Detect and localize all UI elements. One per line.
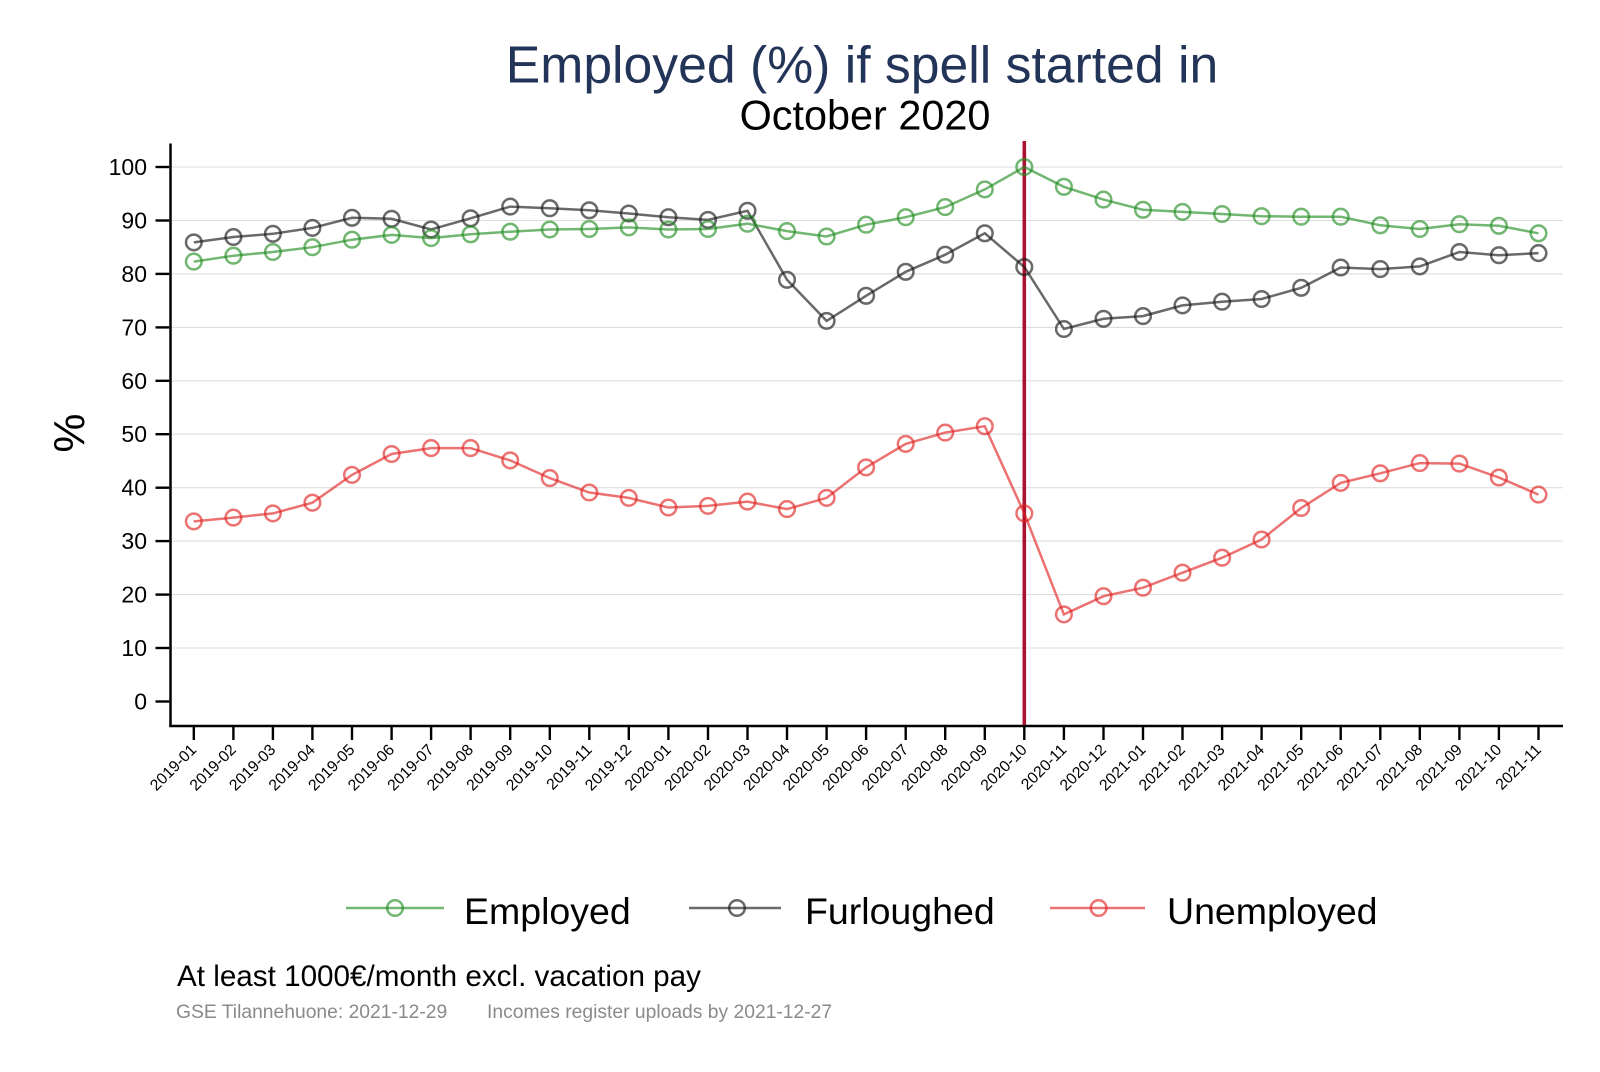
svg-text:GSE Tilannehuone: 2021-12-29: GSE Tilannehuone: 2021-12-29: [176, 1002, 447, 1023]
svg-text:30: 30: [121, 528, 147, 554]
svg-text:60: 60: [121, 368, 147, 394]
svg-text:Incomes register uploads by 20: Incomes register uploads by 2021-12-27: [487, 1002, 832, 1023]
svg-text:50: 50: [121, 421, 147, 447]
svg-text:Furloughed: Furloughed: [805, 890, 995, 932]
svg-text:At least 1000€/month excl. vac: At least 1000€/month excl. vacation pay: [177, 960, 701, 993]
svg-text:90: 90: [121, 208, 147, 234]
svg-text:70: 70: [121, 314, 147, 340]
svg-text:Unemployed: Unemployed: [1167, 890, 1378, 932]
svg-text:Employed (%) if spell started: Employed (%) if spell started in: [506, 36, 1218, 94]
svg-text:40: 40: [121, 475, 147, 501]
svg-text:20: 20: [121, 582, 147, 608]
svg-text:Employed: Employed: [464, 890, 631, 932]
svg-text:80: 80: [121, 261, 147, 287]
svg-text:10: 10: [121, 635, 147, 661]
svg-text:October 2020: October 2020: [740, 93, 991, 139]
svg-text:%: %: [45, 413, 94, 452]
svg-text:100: 100: [109, 154, 147, 180]
svg-text:0: 0: [134, 689, 147, 715]
